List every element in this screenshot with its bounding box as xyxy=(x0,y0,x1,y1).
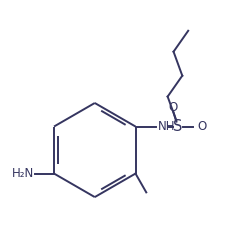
Text: O: O xyxy=(168,101,178,114)
Text: O: O xyxy=(197,120,206,133)
Text: NH: NH xyxy=(158,120,176,133)
Text: S: S xyxy=(173,119,182,134)
Text: H₂N: H₂N xyxy=(12,167,34,180)
